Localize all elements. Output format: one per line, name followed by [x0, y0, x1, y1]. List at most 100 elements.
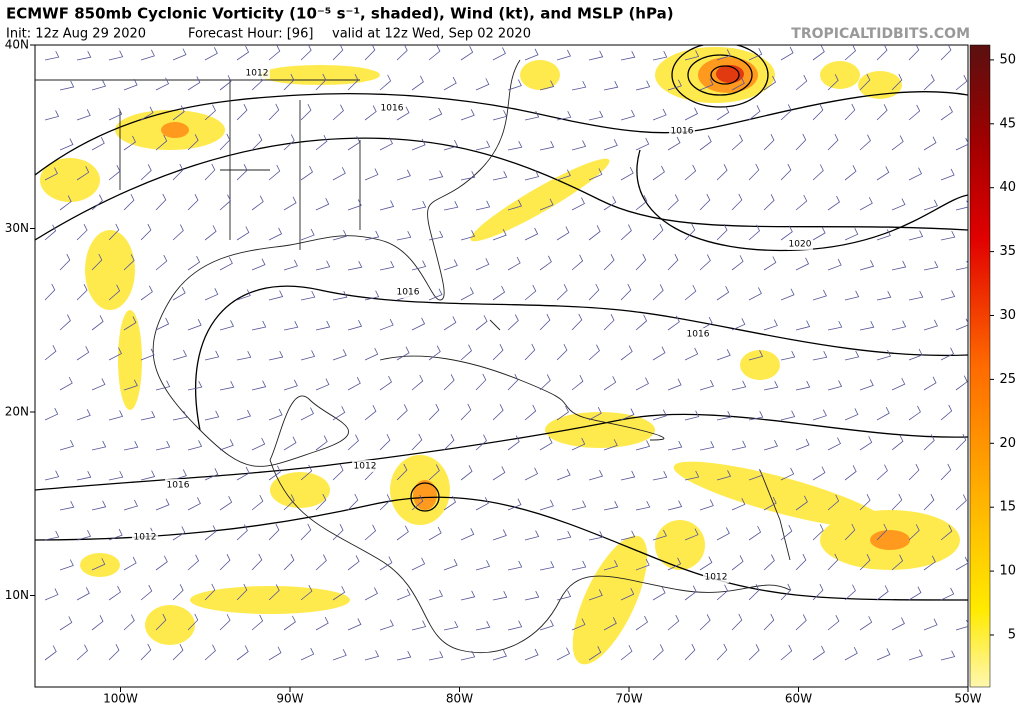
wind-barb: [908, 290, 924, 301]
lat-label: 10N: [5, 588, 29, 602]
wind-barb: [684, 347, 699, 361]
wind-barb: [731, 77, 745, 91]
wind-barb: [76, 644, 88, 661]
wind-barb: [940, 404, 953, 421]
wind-barb: [827, 195, 841, 211]
wind-barb: [571, 500, 587, 511]
wind-barb: [940, 168, 955, 181]
wind-barb: [347, 74, 359, 91]
wind-barb: [620, 345, 633, 361]
wind-barb: [123, 614, 135, 631]
wind-barb: [300, 290, 316, 301]
wind-barb: [187, 255, 201, 271]
wind-barb: [411, 75, 424, 91]
wind-barb: [748, 105, 761, 121]
wind-barb: [748, 287, 762, 301]
wind-barb: [411, 317, 426, 331]
wind-barb: [571, 254, 584, 271]
wind-barb: [204, 225, 217, 241]
lon-label: 90W: [276, 692, 303, 706]
wind-barb: [955, 494, 967, 511]
wind-barb: [123, 379, 138, 391]
wind-barb: [59, 253, 71, 271]
wind-barb: [379, 619, 394, 631]
wind-barb: [716, 527, 730, 541]
wind-barb: [571, 437, 586, 451]
wind-barb: [428, 230, 444, 241]
isobars: [35, 45, 968, 601]
wind-barb: [763, 381, 779, 391]
isobar-label: 1012: [705, 573, 728, 583]
wind-barb: [716, 643, 728, 661]
wind-barb: [492, 466, 506, 481]
isobar-label: 1016: [671, 127, 694, 137]
wind-barb: [332, 649, 347, 661]
wind-barb: [283, 379, 298, 391]
wind-barb: [332, 291, 348, 301]
wind-barb: [699, 254, 711, 271]
wind-barb: [940, 230, 956, 241]
wind-barb: [76, 470, 92, 481]
wind-barb: [140, 470, 156, 481]
wind-barb: [827, 320, 843, 331]
wind-barb: [59, 314, 71, 331]
lon-label: 60W: [785, 692, 812, 706]
wind-barb: [251, 437, 266, 451]
wind-barb: [379, 556, 393, 571]
wind-barb: [507, 199, 522, 211]
wind-barb: [283, 615, 296, 631]
vorticity-max: [716, 65, 744, 83]
wind-barb: [731, 555, 744, 571]
wind-barb: [108, 470, 124, 481]
wind-barb: [795, 74, 808, 91]
wind-barb: [155, 555, 168, 571]
wind-barb: [91, 315, 104, 331]
wind-barb: [108, 347, 122, 361]
wind-barb: [123, 556, 137, 571]
wind-barb: [236, 103, 248, 121]
wind-barb: [428, 464, 440, 481]
wind-barb: [827, 553, 839, 571]
wind-barb: [108, 50, 124, 61]
wind-barb: [268, 45, 281, 61]
map-frame: [34, 44, 969, 688]
wind-barb: [731, 498, 746, 511]
wind-barb: [379, 433, 391, 451]
wind-barb: [908, 649, 923, 661]
wind-barb: [347, 493, 359, 511]
wind-barb: [955, 619, 968, 631]
wind-barb: [411, 620, 427, 631]
wind-barb: [507, 141, 523, 151]
lon-label: 50W: [954, 692, 981, 706]
wind-barb: [763, 554, 775, 571]
wind-barb: [219, 320, 235, 331]
wind-barb: [588, 225, 601, 241]
wind-barb: [475, 434, 487, 451]
wind-barb: [876, 585, 889, 601]
wind-barb: [780, 467, 795, 481]
wind-barb: [219, 554, 231, 571]
wind-barb: [940, 347, 955, 361]
wind-barb: [524, 648, 539, 661]
wind-barb: [588, 646, 602, 661]
wind-barb: [780, 104, 792, 121]
wind-barb: [76, 224, 88, 241]
wind-barb: [539, 140, 555, 151]
wind-barb: [475, 258, 490, 271]
wind-barb: [684, 164, 697, 181]
wind-barb: [891, 73, 903, 91]
wind-barb: [652, 165, 665, 181]
wind-barb: [44, 530, 60, 541]
wind-barb: [844, 584, 856, 601]
wind-barb: [379, 494, 391, 511]
wind-barb: [315, 260, 331, 271]
wind-barb: [91, 558, 106, 571]
wind-barb: [44, 283, 56, 301]
wind-barb: [699, 614, 711, 631]
wind-barb: [908, 45, 920, 61]
wind-barb: [539, 499, 554, 511]
wind-barb: [940, 524, 953, 541]
wind-barb: [219, 614, 231, 631]
wind-barb: [620, 166, 634, 181]
wind-barb: [300, 464, 313, 481]
